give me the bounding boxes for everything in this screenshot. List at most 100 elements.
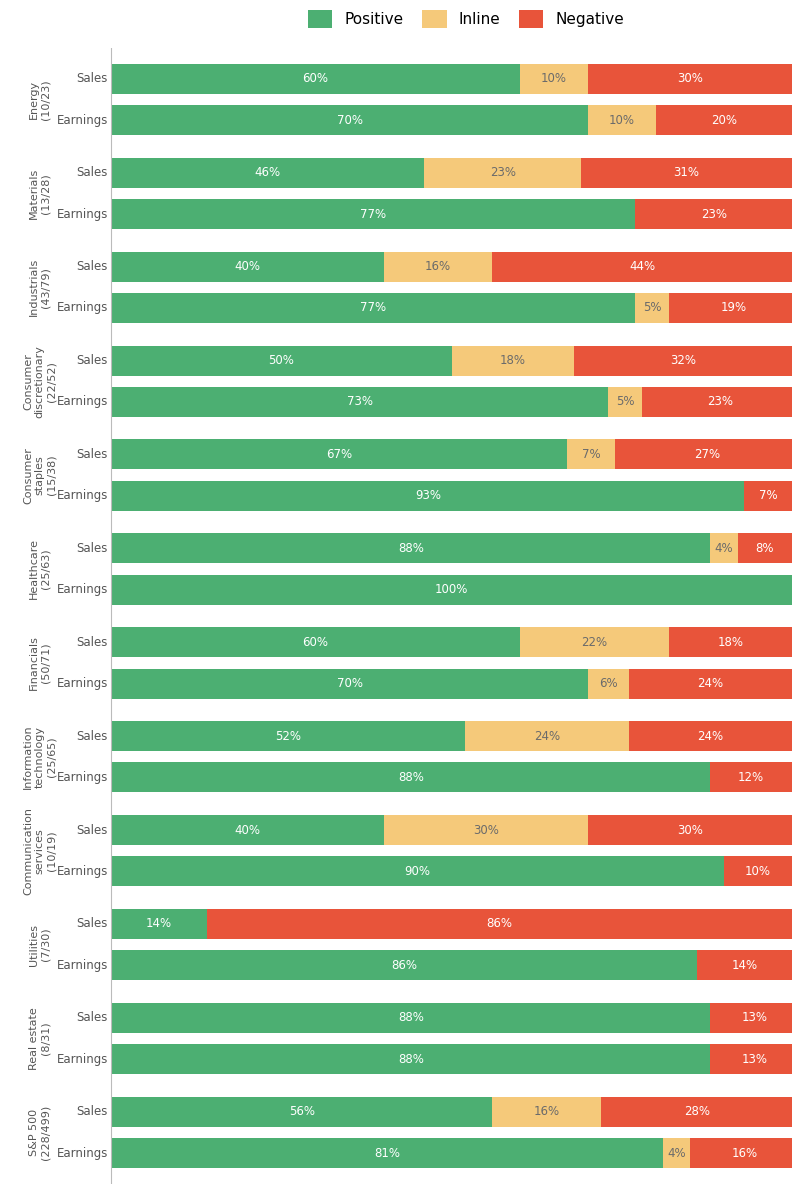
- Bar: [588, 63, 792, 93]
- Bar: [744, 481, 792, 511]
- Bar: [710, 762, 792, 793]
- Text: 56%: 56%: [289, 1105, 315, 1118]
- Text: Sales: Sales: [77, 1105, 108, 1118]
- Text: 5%: 5%: [616, 396, 634, 408]
- Bar: [602, 1097, 792, 1127]
- Legend: Positive, Inline, Negative: Positive, Inline, Negative: [302, 5, 630, 35]
- Text: 50%: 50%: [269, 354, 294, 367]
- Bar: [670, 627, 792, 658]
- Text: 4%: 4%: [667, 1147, 686, 1160]
- Text: 16%: 16%: [534, 1105, 560, 1118]
- Text: Sales: Sales: [77, 636, 108, 648]
- Bar: [111, 63, 520, 93]
- Bar: [635, 293, 670, 323]
- Bar: [111, 439, 567, 470]
- Bar: [581, 158, 792, 188]
- Bar: [588, 669, 629, 698]
- Text: Sales: Sales: [77, 354, 108, 367]
- Text: Utilities
(7/30): Utilities (7/30): [29, 923, 50, 965]
- Bar: [111, 346, 452, 376]
- Bar: [452, 346, 574, 376]
- Text: 19%: 19%: [721, 301, 747, 315]
- Text: 10%: 10%: [745, 865, 771, 878]
- Bar: [111, 1044, 710, 1074]
- Text: 32%: 32%: [670, 354, 696, 367]
- Text: 90%: 90%: [405, 865, 430, 878]
- Text: 44%: 44%: [629, 260, 655, 273]
- Bar: [608, 386, 642, 417]
- Bar: [588, 105, 656, 135]
- Text: Earnings: Earnings: [57, 301, 108, 315]
- Text: Sales: Sales: [77, 260, 108, 273]
- Bar: [738, 533, 792, 563]
- Bar: [670, 293, 799, 323]
- Bar: [111, 814, 383, 846]
- Bar: [635, 199, 792, 230]
- Text: 14%: 14%: [146, 917, 172, 930]
- Bar: [111, 1139, 662, 1168]
- Text: 24%: 24%: [698, 730, 723, 743]
- Text: Earnings: Earnings: [57, 1147, 108, 1160]
- Bar: [574, 346, 792, 376]
- Bar: [520, 627, 670, 658]
- Bar: [111, 669, 588, 698]
- Bar: [724, 856, 792, 886]
- Bar: [710, 533, 738, 563]
- Bar: [111, 1002, 710, 1033]
- Text: 88%: 88%: [398, 1052, 424, 1066]
- Bar: [111, 909, 206, 939]
- Text: Earnings: Earnings: [57, 677, 108, 690]
- Bar: [111, 293, 635, 323]
- Text: 23%: 23%: [490, 166, 516, 179]
- Text: Earnings: Earnings: [57, 584, 108, 596]
- Bar: [567, 439, 615, 470]
- Text: 23%: 23%: [707, 396, 734, 408]
- Bar: [588, 814, 792, 846]
- Text: 52%: 52%: [275, 730, 302, 743]
- Text: Earnings: Earnings: [57, 865, 108, 878]
- Text: 30%: 30%: [677, 72, 703, 85]
- Text: Energy
(10/23): Energy (10/23): [29, 79, 50, 120]
- Text: Earnings: Earnings: [57, 959, 108, 972]
- Text: 67%: 67%: [326, 448, 352, 460]
- Bar: [111, 856, 724, 886]
- Bar: [710, 1044, 799, 1074]
- Text: 4%: 4%: [714, 542, 734, 555]
- Bar: [111, 481, 744, 511]
- Text: 13%: 13%: [742, 1012, 767, 1024]
- Text: 40%: 40%: [234, 260, 261, 273]
- Bar: [629, 669, 792, 698]
- Bar: [493, 251, 792, 281]
- Text: Financials
(50/71): Financials (50/71): [29, 635, 50, 690]
- Bar: [642, 386, 799, 417]
- Text: Sales: Sales: [77, 448, 108, 460]
- Bar: [111, 158, 425, 188]
- Text: 77%: 77%: [360, 208, 386, 220]
- Text: 30%: 30%: [677, 824, 703, 836]
- Text: 12%: 12%: [738, 771, 764, 783]
- Text: 86%: 86%: [486, 917, 512, 930]
- Bar: [615, 439, 799, 470]
- Bar: [111, 574, 792, 605]
- Text: 31%: 31%: [674, 166, 699, 179]
- Text: 7%: 7%: [759, 489, 778, 502]
- Text: 6%: 6%: [599, 677, 618, 690]
- Text: Sales: Sales: [77, 542, 108, 555]
- Text: Earnings: Earnings: [57, 1052, 108, 1066]
- Text: 24%: 24%: [534, 730, 560, 743]
- Text: S&P 500
(228/499): S&P 500 (228/499): [29, 1105, 50, 1160]
- Text: 100%: 100%: [435, 584, 468, 596]
- Bar: [520, 63, 588, 93]
- Text: Sales: Sales: [77, 72, 108, 85]
- Bar: [710, 1002, 799, 1033]
- Text: 10%: 10%: [609, 114, 635, 127]
- Text: 5%: 5%: [643, 301, 662, 315]
- Text: Earnings: Earnings: [57, 771, 108, 783]
- Text: 10%: 10%: [541, 72, 566, 85]
- Bar: [111, 199, 635, 230]
- Text: 24%: 24%: [698, 677, 723, 690]
- Text: 18%: 18%: [718, 636, 744, 648]
- Text: 14%: 14%: [731, 959, 758, 972]
- Text: 13%: 13%: [742, 1052, 767, 1066]
- Bar: [697, 951, 792, 981]
